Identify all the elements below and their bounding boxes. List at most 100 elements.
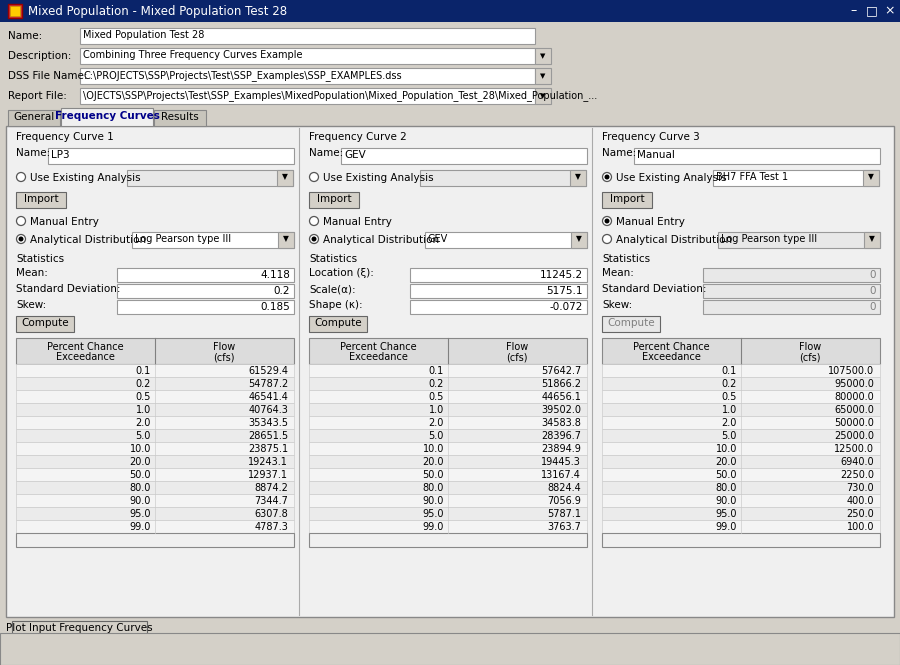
Text: ▼: ▼: [540, 93, 545, 99]
Bar: [863, 170, 879, 186]
Text: -0.072: -0.072: [550, 302, 583, 312]
Text: ▼: ▼: [575, 172, 580, 182]
Text: 19445.3: 19445.3: [541, 457, 581, 467]
Bar: [309, 494, 587, 507]
Circle shape: [19, 237, 23, 241]
Text: 0: 0: [869, 270, 876, 280]
Bar: [718, 232, 880, 248]
Bar: [16, 442, 294, 455]
Text: 6940.0: 6940.0: [841, 457, 874, 467]
Text: Skew:: Skew:: [602, 300, 632, 310]
Bar: [785, 637, 835, 653]
Bar: [570, 170, 586, 186]
Text: Analytical Distribution: Analytical Distribution: [323, 235, 439, 245]
Text: Flow: Flow: [799, 342, 821, 352]
Text: Exceedance: Exceedance: [56, 352, 114, 362]
Circle shape: [16, 172, 25, 182]
Text: 10.0: 10.0: [423, 444, 444, 454]
Text: Standard Deviation:: Standard Deviation:: [602, 284, 706, 294]
Text: 34583.8: 34583.8: [541, 418, 581, 428]
Text: Import: Import: [23, 194, 59, 204]
Text: Combining Three Frequency Curves Example: Combining Three Frequency Curves Example: [83, 50, 302, 60]
Bar: [10, 6, 20, 16]
Text: 4.118: 4.118: [260, 270, 290, 280]
Text: 20.0: 20.0: [716, 457, 737, 467]
Text: 0.2: 0.2: [136, 379, 151, 389]
Text: 0.1: 0.1: [428, 366, 444, 376]
Bar: [602, 364, 880, 377]
Text: \OJECTS\SSP\Projects\Test\SSP_Examples\MixedPopulation\Mixed_Population_Test_28\: \OJECTS\SSP\Projects\Test\SSP_Examples\M…: [83, 90, 598, 101]
Text: Scale(α):: Scale(α):: [309, 284, 356, 294]
Bar: [602, 455, 880, 468]
Text: Skew:: Skew:: [16, 300, 46, 310]
Bar: [12, 637, 70, 653]
Text: Log Pearson type III: Log Pearson type III: [135, 234, 231, 244]
Text: Percent Chance: Percent Chance: [339, 342, 417, 352]
Text: 46541.4: 46541.4: [248, 392, 288, 402]
Text: 0: 0: [869, 302, 876, 312]
Bar: [703, 268, 880, 282]
Text: 0.5: 0.5: [428, 392, 444, 402]
Circle shape: [605, 219, 609, 223]
Text: 23875.1: 23875.1: [248, 444, 288, 454]
Text: 25000.0: 25000.0: [834, 431, 874, 441]
Text: 95.0: 95.0: [716, 509, 737, 519]
Bar: [634, 148, 880, 164]
Text: Name:: Name:: [602, 148, 636, 158]
Text: Compute: Compute: [608, 318, 655, 328]
Circle shape: [602, 217, 611, 225]
Text: 44656.1: 44656.1: [541, 392, 581, 402]
Text: 51866.2: 51866.2: [541, 379, 581, 389]
Text: 5175.1: 5175.1: [546, 286, 583, 296]
Text: ▼: ▼: [284, 235, 289, 243]
Bar: [154, 110, 206, 126]
Text: 57642.7: 57642.7: [541, 366, 581, 376]
Text: 61529.4: 61529.4: [248, 366, 288, 376]
Bar: [309, 364, 587, 377]
Text: 80000.0: 80000.0: [834, 392, 874, 402]
Text: Compute: Compute: [22, 318, 68, 328]
Text: Frequency Curve 2: Frequency Curve 2: [309, 132, 407, 142]
Text: 12937.1: 12937.1: [248, 470, 288, 480]
Bar: [16, 403, 294, 416]
Text: Exceedance: Exceedance: [348, 352, 408, 362]
Bar: [16, 494, 294, 507]
Text: 5.0: 5.0: [428, 431, 444, 441]
Text: 5787.1: 5787.1: [547, 509, 581, 519]
Bar: [602, 403, 880, 416]
Text: Frequency Curves: Frequency Curves: [55, 111, 159, 121]
Bar: [309, 507, 587, 520]
Text: 6307.8: 6307.8: [254, 509, 288, 519]
Bar: [309, 192, 359, 208]
Bar: [602, 316, 660, 332]
Text: ▼: ▼: [540, 53, 545, 59]
Text: Manual Entry: Manual Entry: [616, 217, 685, 227]
Text: Manual: Manual: [637, 150, 675, 160]
Text: ▼: ▼: [868, 172, 874, 182]
Text: 28651.5: 28651.5: [248, 431, 288, 441]
Text: GEV: GEV: [344, 150, 365, 160]
Bar: [309, 403, 587, 416]
Text: 50000.0: 50000.0: [834, 418, 874, 428]
Text: Use Existing Analysis: Use Existing Analysis: [323, 173, 434, 183]
Text: Compute: Compute: [17, 639, 65, 649]
Bar: [16, 316, 74, 332]
Bar: [80, 28, 535, 44]
Text: 19243.1: 19243.1: [248, 457, 288, 467]
Text: ▼: ▼: [540, 73, 545, 79]
Text: 0.1: 0.1: [722, 366, 737, 376]
Text: 5.0: 5.0: [722, 431, 737, 441]
Bar: [410, 300, 587, 314]
Text: Compute: Compute: [314, 318, 362, 328]
Circle shape: [16, 235, 25, 243]
Bar: [410, 268, 587, 282]
Text: Flow: Flow: [506, 342, 528, 352]
Text: LP3: LP3: [51, 150, 69, 160]
Bar: [309, 416, 587, 429]
Bar: [309, 533, 587, 547]
Bar: [309, 316, 367, 332]
Text: Manual Entry: Manual Entry: [30, 217, 99, 227]
Bar: [117, 268, 294, 282]
Bar: [602, 442, 880, 455]
Text: Log Pearson type III: Log Pearson type III: [721, 234, 817, 244]
